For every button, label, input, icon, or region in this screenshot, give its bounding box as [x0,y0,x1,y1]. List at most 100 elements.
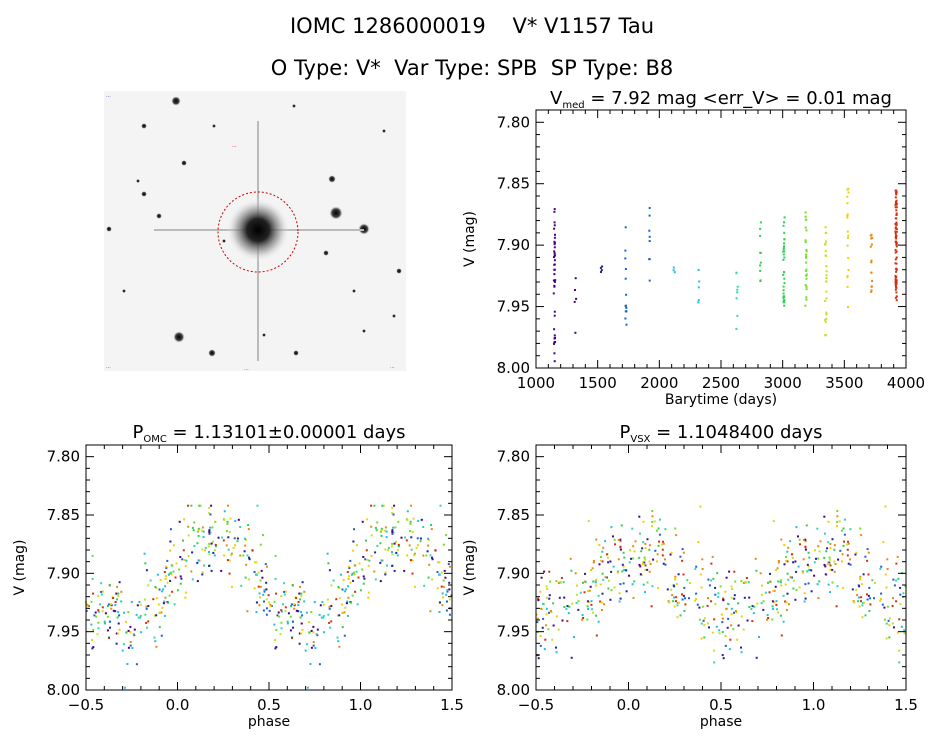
data-point [243,550,246,553]
data-point [895,295,898,298]
data-point [899,586,902,589]
data-point [341,588,344,591]
data-point [895,299,898,302]
data-point [683,610,686,612]
data-point [825,232,828,234]
sky-star [396,268,402,274]
data-point [234,519,237,522]
data-point [259,585,262,588]
sky-image: ... ... ... ... ... [104,91,406,371]
data-point [792,561,795,564]
data-point [622,565,625,568]
data-point [133,628,136,631]
data-point [419,540,422,543]
data-point [420,518,423,521]
data-point [673,585,676,588]
data-point [755,656,758,659]
data-point [831,568,834,571]
data-point [410,548,413,551]
data-point [430,524,433,526]
data-point [825,311,828,314]
data-point [648,214,651,217]
data-point [545,607,548,610]
data-point [894,248,897,251]
data-point [582,581,584,584]
data-point [673,596,675,599]
data-point [173,603,176,606]
data-point [274,554,277,557]
data-point [255,573,258,576]
data-point [577,600,580,603]
data-point [631,583,634,586]
x-tick-label: 4000 [887,374,925,392]
data-point [748,606,751,608]
data-point [163,571,166,573]
data-point [265,607,268,610]
data-point [777,561,780,564]
data-point [338,597,341,600]
data-point [643,561,646,564]
data-point [137,616,140,619]
data-point [782,273,785,276]
data-point [448,588,451,591]
data-point [164,578,167,580]
data-point [860,596,863,599]
data-point [713,618,716,621]
data-point [861,602,864,604]
data-point [616,570,619,573]
data-point [227,504,229,507]
data-point [566,605,569,608]
data-point [406,554,409,557]
data-point [871,579,874,582]
data-point [349,581,352,584]
data-point [306,686,309,689]
points-timeseries [552,187,898,363]
data-point [565,608,568,610]
data-point [844,518,846,521]
data-point [543,570,546,573]
data-point [803,592,806,595]
data-point [604,540,607,543]
data-point [100,590,103,593]
x-tick-label: 0.5 [257,696,281,714]
data-point [846,216,849,219]
data-point [247,528,250,531]
data-point [762,608,765,611]
data-point [560,577,563,579]
data-point [605,553,608,556]
data-point [789,576,792,579]
data-point [873,597,875,600]
data-point [204,549,206,552]
data-point [97,627,100,630]
data-point [537,657,540,660]
data-point [355,570,358,573]
data-point [363,577,366,580]
data-point [619,538,622,541]
data-point [553,360,556,363]
data-point [537,599,540,601]
data-point [846,230,849,233]
data-point [825,274,828,277]
data-point [804,284,807,287]
data-point [868,610,871,612]
data-point [584,572,586,575]
data-point [278,615,281,618]
data-point [700,622,703,625]
data-point [775,600,778,603]
data-point [787,578,790,581]
data-point [259,596,261,599]
data-point [670,588,673,591]
data-point [772,520,775,523]
data-point [675,534,678,537]
data-point [586,600,589,603]
data-point [846,214,849,217]
data-point [728,648,731,651]
data-point [894,262,897,265]
data-point [870,290,873,293]
data-point [772,590,775,592]
x-tick-label: 2500 [702,374,740,392]
sky-star [293,350,299,356]
data-point [171,564,174,567]
data-point [648,229,651,232]
data-point [570,569,573,572]
